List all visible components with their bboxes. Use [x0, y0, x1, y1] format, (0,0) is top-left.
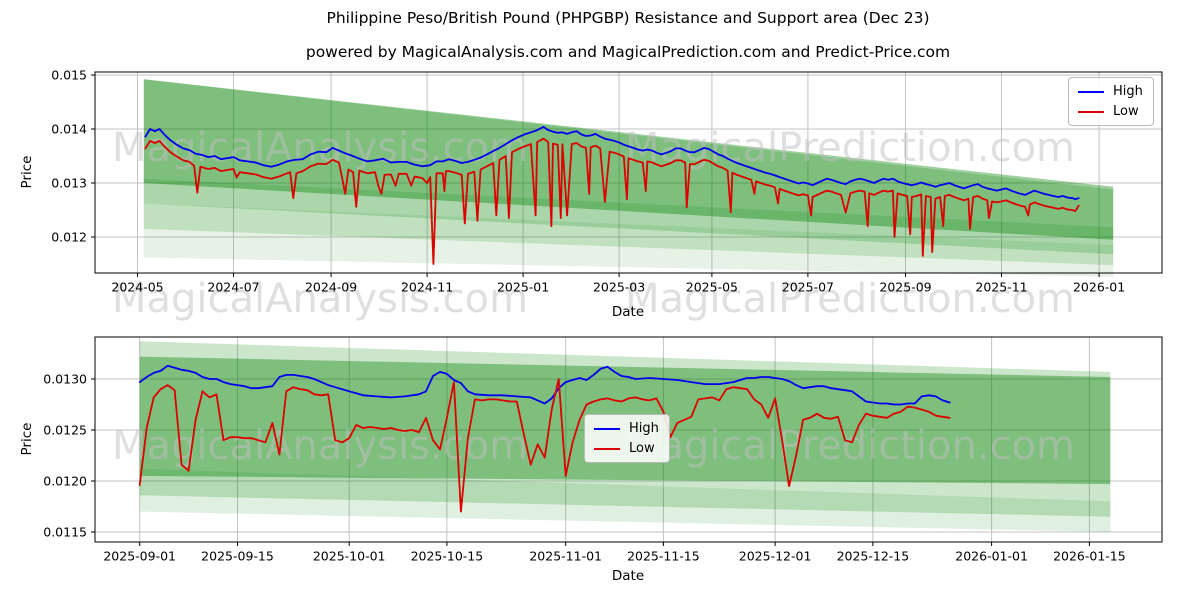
watermark-text: MagicalAnalysis.com: [112, 276, 528, 322]
x-tick-label: 2026-01-15: [1053, 549, 1126, 564]
chart-foreground: 2024-05 2024-07 2024-09 2024-11 2025-01 2025-…: [51, 68, 1163, 295]
legend-label-low: Low: [1113, 104, 1139, 119]
high-line: [138, 364, 951, 406]
watermark-text: MagicalPrediction.com: [625, 125, 1075, 171]
x-tick-label: 2024-07: [207, 280, 259, 295]
x-tick-label: 2025-11: [975, 280, 1027, 295]
x-axis-label-top: Date: [611, 304, 645, 320]
low-line: [138, 378, 951, 513]
y-tick-label: 0.013: [51, 176, 87, 191]
legend-item-low: Low: [1078, 104, 1143, 119]
x-tick-label: 2025-10-15: [411, 549, 484, 564]
x-tick-label: 2025-09-15: [201, 549, 274, 564]
legend-label-low: Low: [629, 441, 655, 456]
figure-subtitle: powered by MagicalAnalysis.com and Magic…: [305, 43, 951, 61]
x-tick-label: 2026-01: [1073, 280, 1125, 295]
x-tick-label: 2025-12-15: [837, 549, 910, 564]
y-tick-label: 0.0125: [43, 423, 87, 438]
legend-label-high: High: [629, 421, 659, 436]
legend-item-high: High: [594, 421, 659, 436]
legend-bottom: High Low: [584, 414, 670, 463]
y-tick-label: 0.014: [51, 122, 87, 137]
x-tick-label: 2025-01: [497, 280, 549, 295]
x-tick-label: 2025-11-01: [529, 549, 602, 564]
x-tick-label: 2025-03: [593, 280, 645, 295]
low-line-swatch: [1078, 110, 1104, 113]
plot-border: [94, 336, 1163, 543]
x-tick-label: 2024-09: [305, 280, 357, 295]
y-tick-label: 0.012: [51, 230, 87, 245]
support-resistance-band: [139, 468, 1111, 532]
support-resistance-band: [143, 178, 1114, 266]
legend-top: High Low: [1068, 77, 1154, 126]
support-resistance-band: [143, 203, 1114, 277]
x-tick-label: 2025-11-15: [627, 549, 700, 564]
x-tick-label: 2024-05: [111, 280, 163, 295]
x-tick-label: 2025-10-01: [313, 549, 386, 564]
chart-foreground: 2025-09-01 2025-09-15 2025-10-01 2025-10-15…: [43, 336, 1163, 564]
x-tick-label: 2025-12-01: [739, 549, 812, 564]
x-tick-label: 2024-11: [401, 280, 453, 295]
x-axis-label-bottom: Date: [611, 568, 645, 584]
y-axis-label-bottom: Price: [19, 422, 35, 456]
x-tick-label: 2025-09-01: [103, 549, 176, 564]
plot-border: [94, 71, 1163, 274]
y-tick-label: 0.0120: [43, 474, 87, 489]
low-line: [144, 137, 1080, 265]
y-axis-label-top: Price: [19, 155, 35, 189]
x-tick-label: 2026-01-01: [955, 549, 1028, 564]
high-line: [144, 126, 1080, 201]
y-tick-label: 0.015: [51, 68, 87, 83]
x-tick-label: 2025-09: [879, 280, 931, 295]
watermark-text: MagicalPrediction.com: [625, 423, 1075, 469]
y-tick-label: 0.0130: [43, 372, 87, 387]
x-tick-label: 2025-05: [686, 280, 738, 295]
legend-item-low: Low: [594, 441, 659, 456]
legend-label-high: High: [1113, 84, 1143, 99]
figure-title: Philippine Peso/British Pound (PHPGBP) R…: [326, 9, 930, 27]
low-line-swatch: [594, 447, 620, 450]
legend-item-high: High: [1078, 84, 1143, 99]
high-line-swatch: [1078, 90, 1104, 93]
x-tick-label: 2025-07: [782, 280, 834, 295]
watermark-text: MagicalPrediction.com: [625, 276, 1075, 322]
y-tick-label: 0.0115: [43, 525, 87, 540]
high-line-swatch: [594, 427, 620, 430]
